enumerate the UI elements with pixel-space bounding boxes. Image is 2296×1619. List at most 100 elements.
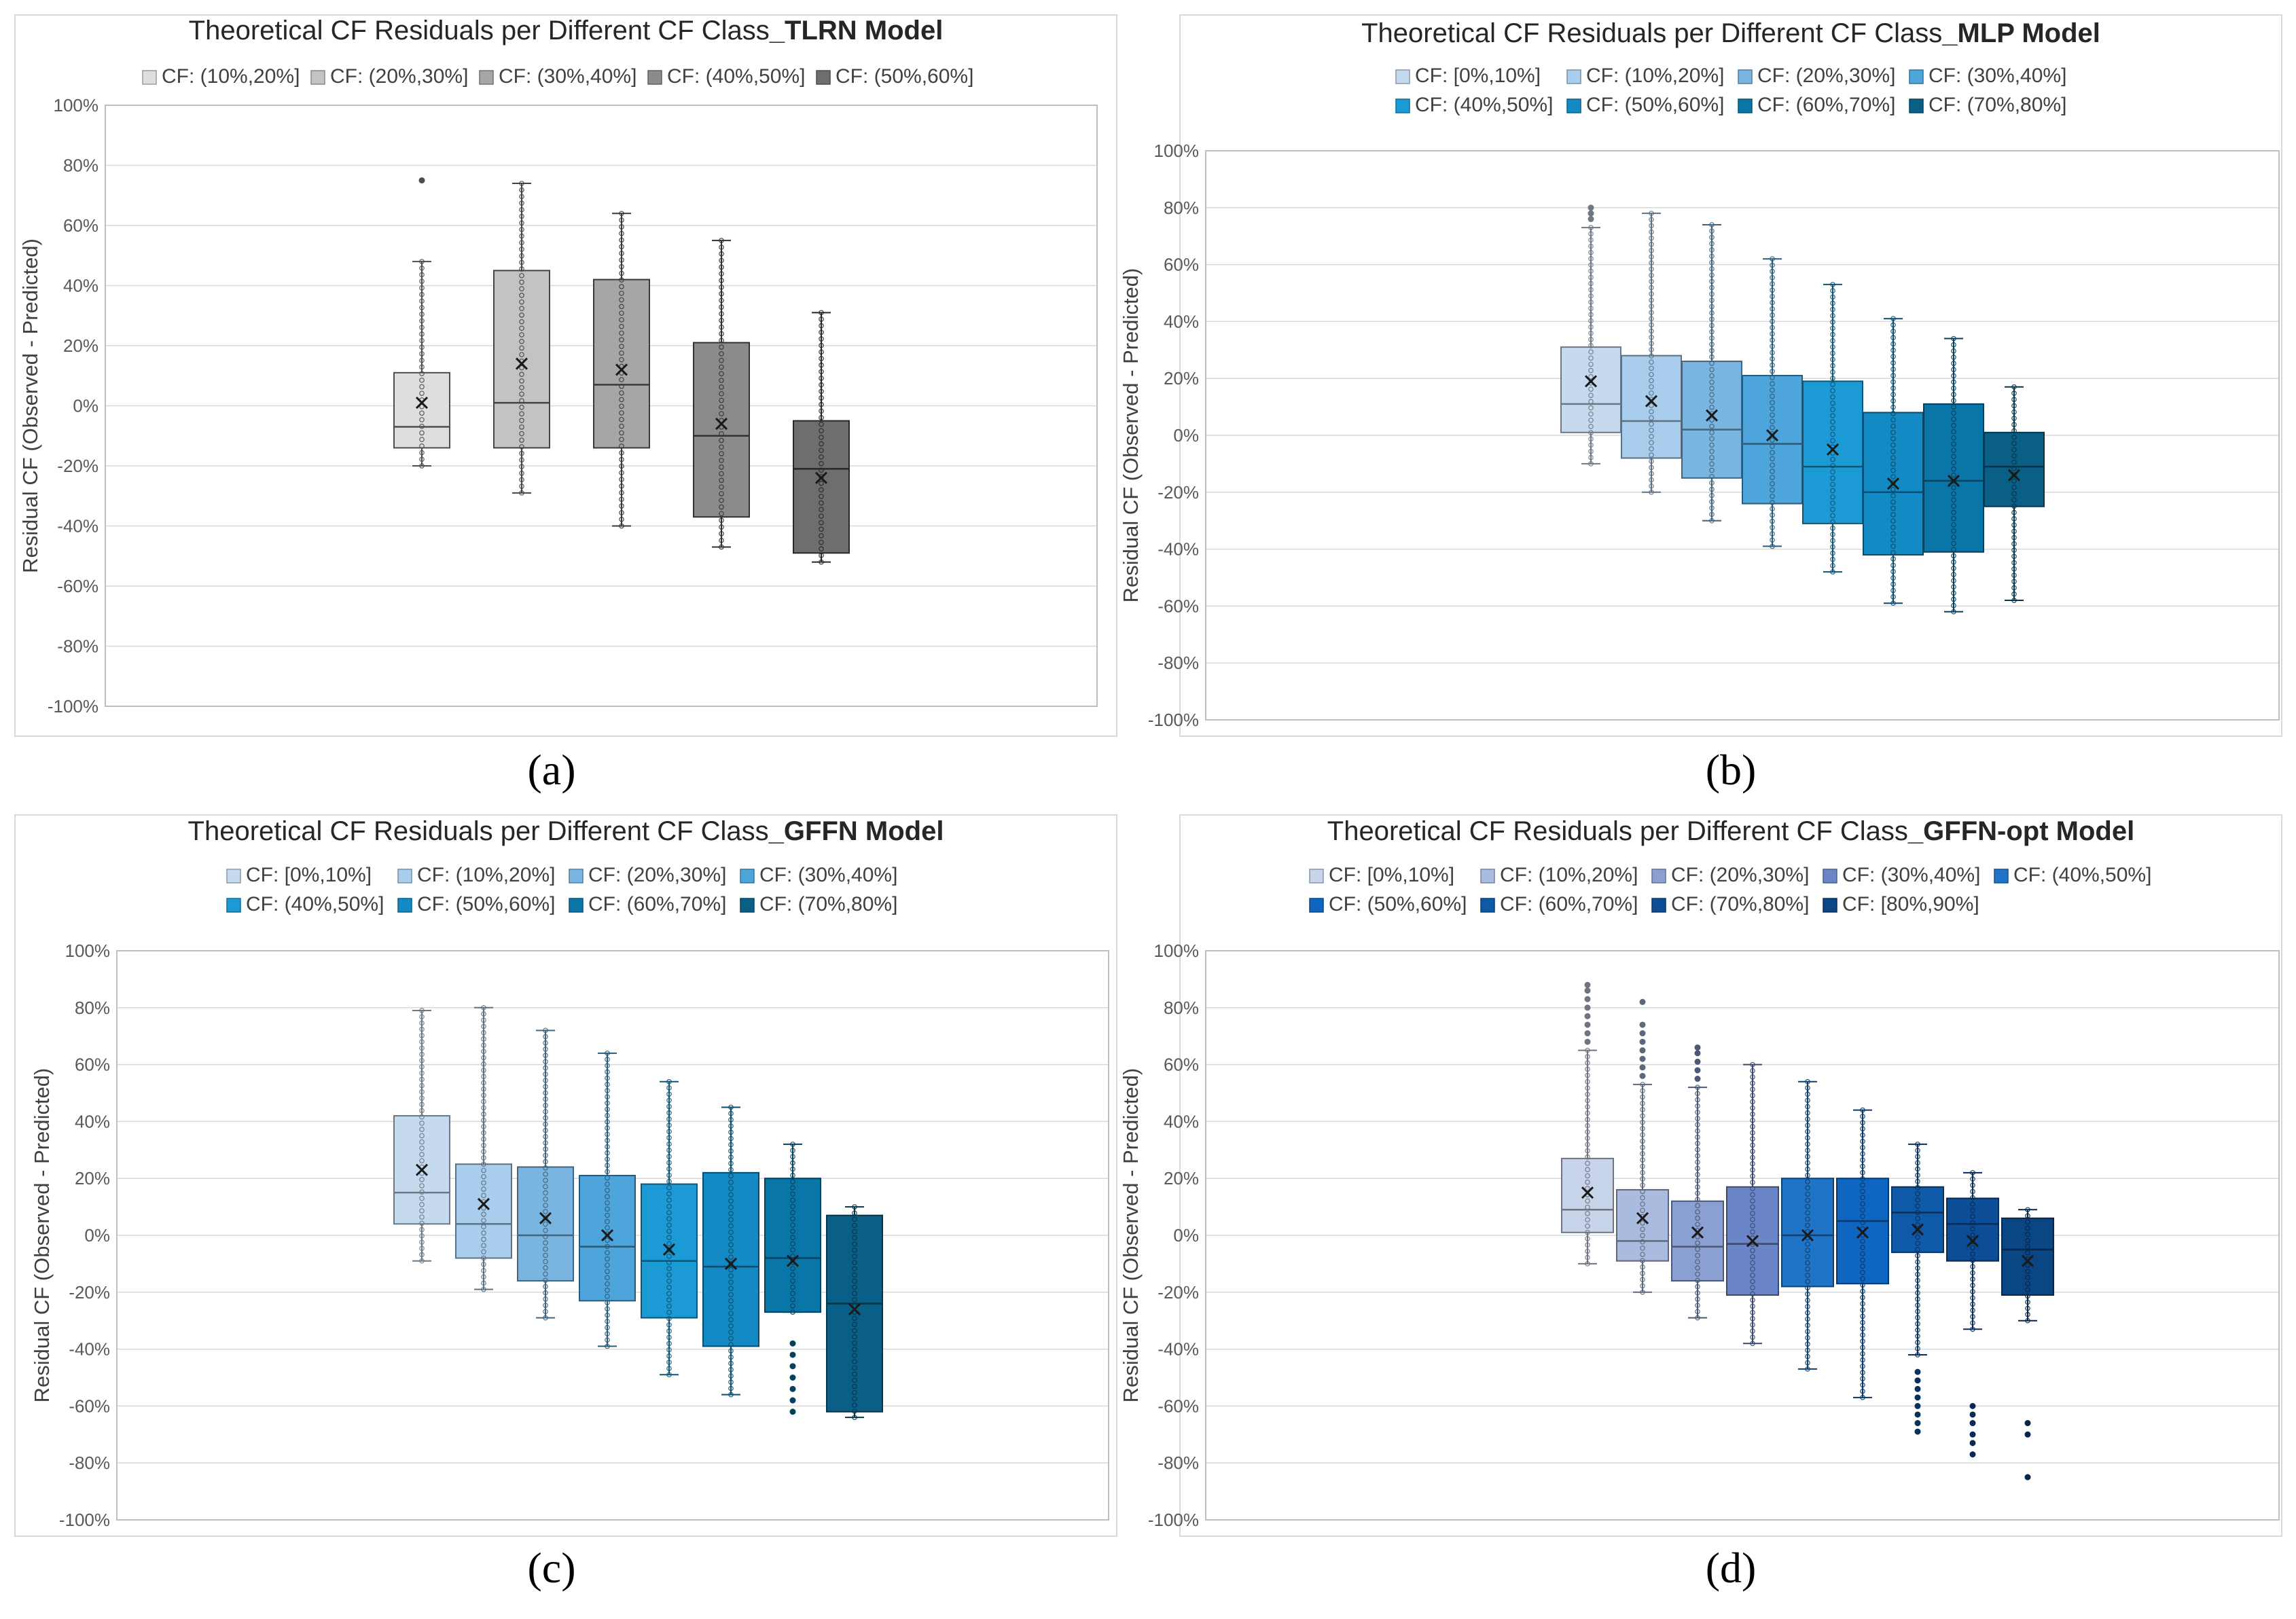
data-point bbox=[1750, 1309, 1755, 1315]
data-point bbox=[605, 1318, 610, 1324]
data-point bbox=[419, 1183, 425, 1188]
data-point bbox=[1890, 347, 1896, 353]
data-point bbox=[519, 312, 524, 318]
data-point bbox=[619, 277, 624, 283]
data-point bbox=[605, 1194, 610, 1199]
data-point bbox=[1770, 487, 1775, 493]
data-point bbox=[1860, 1176, 1865, 1182]
data-point bbox=[666, 1366, 672, 1371]
data-point bbox=[2011, 497, 2017, 503]
data-point bbox=[1588, 430, 1594, 435]
data-point bbox=[419, 1114, 425, 1120]
data-point bbox=[728, 1304, 734, 1310]
data-point bbox=[1649, 353, 1654, 359]
box-2 bbox=[455, 1004, 512, 1292]
data-point bbox=[819, 448, 824, 454]
data-point bbox=[1649, 291, 1654, 297]
legend-swatch bbox=[1651, 898, 1666, 913]
data-point bbox=[1830, 288, 1835, 293]
data-point bbox=[1860, 1269, 1865, 1275]
data-point bbox=[419, 1033, 425, 1038]
data-point bbox=[1640, 1132, 1645, 1138]
data-point bbox=[481, 1286, 486, 1292]
data-point bbox=[819, 500, 824, 506]
data-point bbox=[719, 291, 724, 297]
data-point bbox=[819, 388, 824, 395]
legend-label: CF: (10%,20%] bbox=[162, 65, 300, 88]
data-point bbox=[2025, 1311, 2030, 1317]
data-point bbox=[1805, 1097, 1810, 1104]
data-point bbox=[1695, 1222, 1700, 1227]
data-point bbox=[1649, 471, 1654, 477]
data-point bbox=[819, 421, 824, 427]
data-point bbox=[1830, 394, 1835, 400]
data-point bbox=[1830, 519, 1835, 525]
data-point bbox=[1695, 1122, 1700, 1128]
box-5 bbox=[641, 1078, 698, 1378]
data-point bbox=[1585, 1097, 1590, 1104]
y-tick-label: 100% bbox=[1154, 141, 1200, 161]
data-point bbox=[1805, 1310, 1810, 1315]
data-point bbox=[819, 395, 824, 401]
data-point bbox=[1890, 411, 1896, 416]
data-point bbox=[1805, 1104, 1810, 1110]
data-point bbox=[543, 1027, 548, 1034]
outlier-point bbox=[1694, 1050, 1701, 1057]
data-point bbox=[543, 1034, 548, 1040]
data-point bbox=[1750, 1210, 1755, 1216]
data-point bbox=[666, 1191, 672, 1197]
data-point bbox=[481, 1212, 486, 1217]
data-point bbox=[1649, 409, 1654, 415]
y-tick-label: 80% bbox=[1164, 998, 1199, 1018]
data-point bbox=[666, 1272, 672, 1278]
data-point bbox=[543, 1102, 548, 1108]
data-point bbox=[481, 1218, 486, 1224]
data-point bbox=[1970, 1233, 1975, 1238]
data-point bbox=[2011, 541, 2017, 547]
data-point bbox=[852, 1371, 857, 1377]
data-point bbox=[1709, 304, 1715, 310]
data-point bbox=[1770, 537, 1775, 543]
data-point bbox=[419, 1008, 425, 1013]
mean-marker bbox=[477, 1197, 490, 1210]
data-point bbox=[728, 1104, 734, 1110]
y-tick-label: -40% bbox=[1158, 1339, 1199, 1360]
data-point bbox=[1860, 1251, 1865, 1257]
data-point bbox=[1970, 1320, 1975, 1326]
data-point bbox=[1588, 237, 1594, 243]
data-point bbox=[1770, 344, 1775, 349]
data-point bbox=[1709, 492, 1715, 498]
data-point bbox=[419, 1239, 425, 1245]
y-tick-label: -40% bbox=[69, 1339, 110, 1360]
data-point bbox=[852, 1402, 857, 1408]
data-point bbox=[1695, 1171, 1700, 1178]
data-point bbox=[605, 1163, 610, 1168]
data-point bbox=[1951, 391, 1956, 397]
data-point bbox=[1770, 406, 1775, 412]
data-point bbox=[1770, 443, 1775, 450]
outlier-point bbox=[789, 1385, 796, 1392]
data-point bbox=[719, 338, 724, 344]
data-point bbox=[1770, 268, 1775, 274]
data-point bbox=[1770, 368, 1775, 374]
box-iqr bbox=[593, 278, 650, 449]
y-tick-label: -60% bbox=[69, 1396, 110, 1416]
data-point bbox=[719, 531, 724, 536]
mean-marker bbox=[1746, 1235, 1759, 1248]
data-point bbox=[419, 357, 425, 363]
data-point bbox=[1970, 1313, 1975, 1320]
data-point bbox=[719, 297, 724, 304]
box-iqr bbox=[1946, 1197, 1999, 1262]
data-point bbox=[728, 1116, 734, 1123]
y-tick-label: -100% bbox=[59, 1510, 110, 1530]
data-point bbox=[1709, 354, 1715, 360]
data-point bbox=[1585, 1066, 1590, 1072]
chart-title: Theoretical CF Residuals per Different C… bbox=[1361, 18, 2100, 48]
chart-title-prefix: Theoretical CF Residuals per Different C… bbox=[1361, 18, 1942, 48]
data-point bbox=[1588, 243, 1594, 249]
data-point bbox=[790, 1142, 795, 1147]
mean-marker bbox=[1581, 1186, 1594, 1199]
data-point bbox=[1830, 313, 1835, 319]
data-point bbox=[419, 1083, 425, 1089]
y-tick-label: 100% bbox=[1154, 941, 1200, 961]
